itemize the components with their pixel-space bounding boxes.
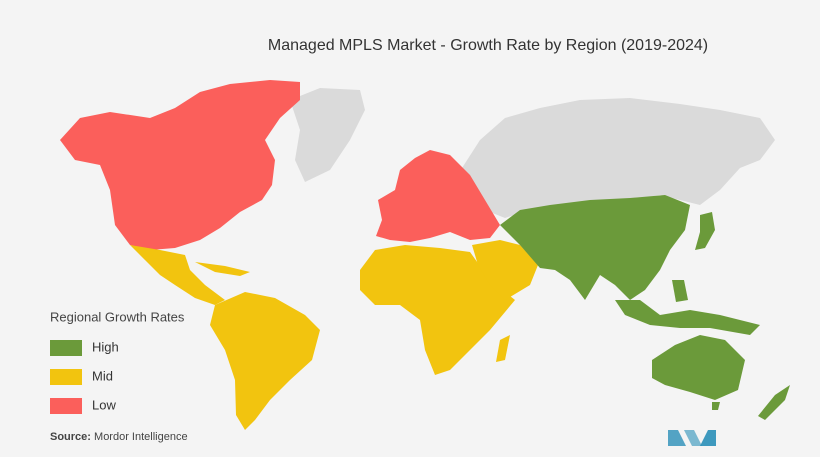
asia xyxy=(500,195,690,300)
world-map xyxy=(60,80,790,430)
japan xyxy=(695,212,715,250)
europe xyxy=(376,150,500,242)
logo-part xyxy=(668,430,686,446)
africa xyxy=(360,245,515,375)
source-label: Source: xyxy=(50,431,91,443)
logo-part xyxy=(684,430,702,446)
legend-swatch xyxy=(50,398,82,414)
southeast-asia xyxy=(615,300,760,335)
south-america xyxy=(210,292,320,430)
title: Managed MPLS Market - Growth Rate by Reg… xyxy=(268,37,708,54)
middle-east xyxy=(472,240,538,300)
legend-label: High xyxy=(92,339,119,354)
philippines xyxy=(672,280,688,302)
legend: High Mid Low xyxy=(50,339,119,414)
legend-swatch xyxy=(50,369,82,385)
tasmania xyxy=(712,402,720,410)
new-zealand xyxy=(758,385,790,420)
central-america xyxy=(130,245,225,305)
north-america xyxy=(60,80,300,250)
north-asia xyxy=(462,98,775,218)
legend-swatch xyxy=(50,340,82,356)
legend-label: Mid xyxy=(92,368,113,383)
caribbean xyxy=(195,262,250,276)
source: Source: Mordor Intelligence xyxy=(50,431,188,443)
legend-label: Low xyxy=(92,397,116,412)
greenland xyxy=(290,88,365,182)
australia xyxy=(652,335,745,400)
legend-title: Regional Growth Rates xyxy=(50,309,185,324)
source-text: Mordor Intelligence xyxy=(94,431,188,443)
madagascar xyxy=(496,335,510,362)
logo-part xyxy=(700,430,716,446)
logo xyxy=(668,430,716,446)
